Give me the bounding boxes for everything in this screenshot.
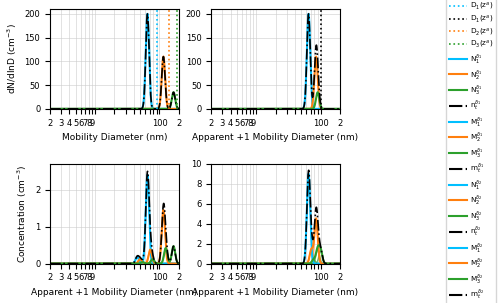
X-axis label: Apparent +1 Mobility Diameter (nm): Apparent +1 Mobility Diameter (nm) <box>32 288 198 297</box>
Y-axis label: Concentration (cm$^{-3}$): Concentration (cm$^{-3}$) <box>16 165 30 263</box>
Y-axis label: dN/dlnD (cm$^{-3}$): dN/dlnD (cm$^{-3}$) <box>6 24 19 94</box>
Legend: D$_1$(z$^a$), D$_1$(z$^a$), D$_2$(z$^a$), D$_3$(z$^a$), N$_1^{\delta_1}$, N$_2^{: D$_1$(z$^a$), D$_1$(z$^a$), D$_2$(z$^a$)… <box>446 0 496 303</box>
X-axis label: Apparent +1 Mobility Diameter (nm): Apparent +1 Mobility Diameter (nm) <box>192 133 358 142</box>
X-axis label: Mobility Diameter (nm): Mobility Diameter (nm) <box>62 133 167 142</box>
X-axis label: Apparent +1 Mobility Diameter (nm): Apparent +1 Mobility Diameter (nm) <box>192 288 358 297</box>
